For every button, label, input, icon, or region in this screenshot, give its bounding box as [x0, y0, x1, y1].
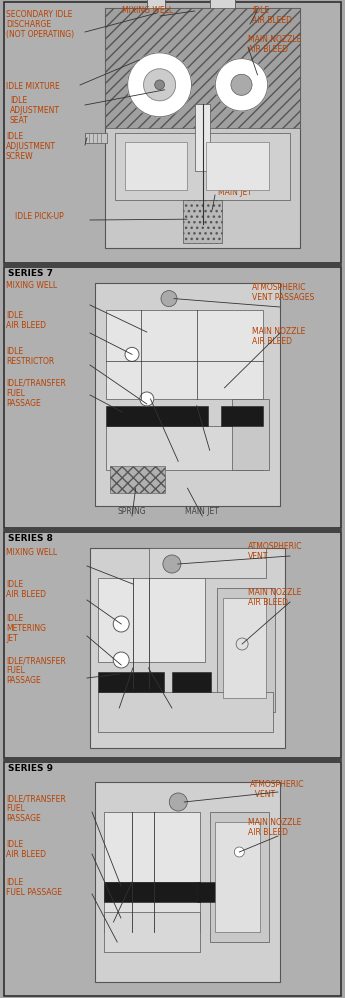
Bar: [106, 309, 263, 399]
Bar: [106, 405, 208, 426]
Text: MAIN NOZZLE
AIR BLEED: MAIN NOZZLE AIR BLEED: [252, 327, 305, 346]
Text: IDLE
AIR BLEED: IDLE AIR BLEED: [6, 580, 46, 599]
Text: MAIN NOZZLE
AIR BLEED: MAIN NOZZLE AIR BLEED: [248, 588, 302, 607]
Circle shape: [163, 555, 181, 573]
Text: MAIN NOZZLE
AIR BLEED: MAIN NOZZLE AIR BLEED: [248, 818, 302, 837]
Text: IDLE PICK-UP: IDLE PICK-UP: [15, 212, 64, 221]
Bar: [98, 578, 205, 662]
Bar: [195, 104, 210, 172]
Bar: [148, 548, 266, 578]
Bar: [221, 405, 263, 426]
Bar: [98, 672, 164, 692]
Text: IDLE
ADJUSTMENT
SCREW: IDLE ADJUSTMENT SCREW: [6, 132, 56, 161]
Text: MIXING WELL: MIXING WELL: [6, 281, 57, 290]
Text: MAIN NOZZLE
AIR BLEED: MAIN NOZZLE AIR BLEED: [248, 35, 302, 54]
Text: MAIN JET: MAIN JET: [185, 507, 219, 516]
Text: ATMOSPHERIC
VENT: ATMOSPHERIC VENT: [248, 542, 303, 561]
Circle shape: [140, 392, 154, 406]
Text: IDLE
AIR BLEED: IDLE AIR BLEED: [6, 840, 46, 859]
Bar: [105, 8, 300, 128]
Text: IDLE
FUEL PASSAGE: IDLE FUEL PASSAGE: [6, 878, 62, 897]
Bar: [105, 8, 300, 248]
Bar: [104, 812, 200, 882]
Text: SECONDARY IDLE
DISCHARGE
(NOT OPERATING): SECONDARY IDLE DISCHARGE (NOT OPERATING): [6, 10, 74, 39]
Bar: [104, 912, 200, 952]
Circle shape: [155, 80, 165, 90]
Text: IDLE
RESTRICTOR: IDLE RESTRICTOR: [6, 347, 54, 366]
Bar: [217, 588, 275, 712]
Circle shape: [128, 53, 191, 117]
Text: SERIES 7: SERIES 7: [8, 269, 53, 278]
Bar: [90, 548, 285, 748]
Circle shape: [234, 847, 244, 857]
Bar: [4, 762, 341, 996]
Circle shape: [113, 616, 129, 632]
Circle shape: [125, 347, 139, 361]
Text: MIXING WELL: MIXING WELL: [6, 548, 57, 557]
Circle shape: [215, 59, 268, 111]
Text: IDLE MIXTURE: IDLE MIXTURE: [6, 82, 60, 91]
Text: IDLE/TRANSFER
FUEL
PASSAGE: IDLE/TRANSFER FUEL PASSAGE: [6, 794, 66, 823]
Bar: [197, 882, 252, 902]
Bar: [98, 692, 273, 732]
Bar: [232, 399, 269, 470]
Bar: [106, 426, 263, 470]
Bar: [215, 822, 260, 932]
Bar: [210, 812, 269, 942]
Bar: [183, 200, 222, 244]
Circle shape: [144, 69, 176, 101]
Bar: [115, 133, 290, 200]
Bar: [95, 782, 280, 982]
Circle shape: [113, 652, 129, 668]
Bar: [223, 598, 266, 698]
Text: ATMOSPHERIC
  VENT: ATMOSPHERIC VENT: [250, 780, 305, 799]
Text: IDLE
AIR BLEED: IDLE AIR BLEED: [6, 311, 46, 330]
Bar: [4, 267, 341, 528]
Text: SERIES 9: SERIES 9: [8, 764, 53, 773]
Text: MIXING WELL: MIXING WELL: [122, 6, 174, 15]
Bar: [110, 466, 165, 493]
Circle shape: [231, 74, 252, 95]
Text: IDLE
ADJUSTMENT
SEAT: IDLE ADJUSTMENT SEAT: [10, 96, 60, 125]
Bar: [125, 143, 187, 191]
Bar: [4, 532, 341, 758]
Bar: [172, 672, 211, 692]
Text: IDLE/TRANSFER
FUEL
PASSAGE: IDLE/TRANSFER FUEL PASSAGE: [6, 379, 66, 408]
Bar: [104, 882, 200, 902]
Bar: [4, 2, 341, 263]
Text: IDLE
METERING
JET: IDLE METERING JET: [6, 614, 46, 643]
Bar: [85, 133, 107, 143]
Text: SERIES 8: SERIES 8: [8, 534, 53, 543]
Circle shape: [169, 793, 187, 811]
Text: IDLE
AIR BLEED: IDLE AIR BLEED: [252, 6, 292, 25]
Text: MAIN JET: MAIN JET: [218, 188, 252, 197]
Bar: [206, 143, 269, 191]
Text: ATMOSPHERIC
VENT PASSAGES: ATMOSPHERIC VENT PASSAGES: [252, 283, 314, 302]
Bar: [95, 283, 280, 506]
Bar: [147, 0, 165, 14]
Circle shape: [236, 638, 248, 650]
Text: SPRING: SPRING: [118, 507, 146, 516]
Bar: [210, 0, 235, 10]
Text: IDLE/TRANSFER
FUEL
PASSAGE: IDLE/TRANSFER FUEL PASSAGE: [6, 656, 66, 685]
Circle shape: [161, 290, 177, 306]
Bar: [104, 882, 200, 932]
